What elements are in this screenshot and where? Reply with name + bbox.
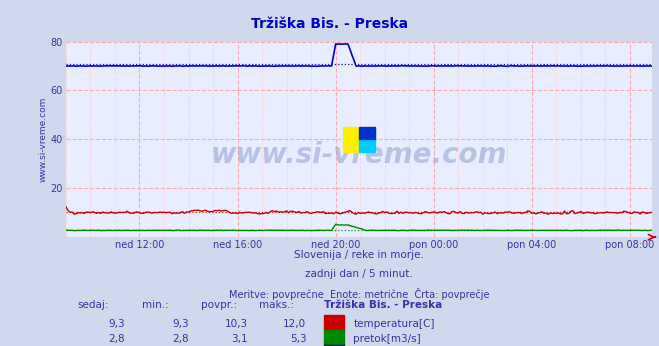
Text: 2,8: 2,8 bbox=[108, 334, 125, 344]
Text: min.:: min.: bbox=[142, 300, 169, 310]
Text: 3,1: 3,1 bbox=[231, 334, 248, 344]
Polygon shape bbox=[359, 139, 375, 152]
Text: Slovenija / reke in morje.: Slovenija / reke in morje. bbox=[294, 250, 424, 260]
Text: Tržiška Bis. - Preska: Tržiška Bis. - Preska bbox=[251, 17, 408, 31]
Text: 9,3: 9,3 bbox=[173, 319, 189, 329]
Text: 12,0: 12,0 bbox=[283, 319, 306, 329]
Text: Tržiška Bis. - Preska: Tržiška Bis. - Preska bbox=[324, 300, 442, 310]
Text: zadnji dan / 5 minut.: zadnji dan / 5 minut. bbox=[305, 269, 413, 279]
Y-axis label: www.si-vreme.com: www.si-vreme.com bbox=[39, 97, 48, 182]
Bar bbox=[324, 345, 345, 346]
Text: maks.:: maks.: bbox=[260, 300, 295, 310]
Text: pretok[m3/s]: pretok[m3/s] bbox=[353, 334, 421, 344]
Bar bbox=[324, 315, 345, 330]
Text: 9,3: 9,3 bbox=[108, 319, 125, 329]
Bar bbox=[324, 330, 345, 345]
Text: povpr.:: povpr.: bbox=[201, 300, 237, 310]
Text: www.si-vreme.com: www.si-vreme.com bbox=[211, 141, 507, 169]
Text: sedaj:: sedaj: bbox=[78, 300, 109, 310]
Text: 2,8: 2,8 bbox=[173, 334, 189, 344]
Text: temperatura[C]: temperatura[C] bbox=[353, 319, 435, 329]
Polygon shape bbox=[359, 127, 375, 139]
Text: 5,3: 5,3 bbox=[290, 334, 306, 344]
Text: 10,3: 10,3 bbox=[225, 319, 248, 329]
Polygon shape bbox=[343, 127, 359, 152]
Text: Meritve: povprečne  Enote: metrične  Črta: povprečje: Meritve: povprečne Enote: metrične Črta:… bbox=[229, 288, 490, 300]
